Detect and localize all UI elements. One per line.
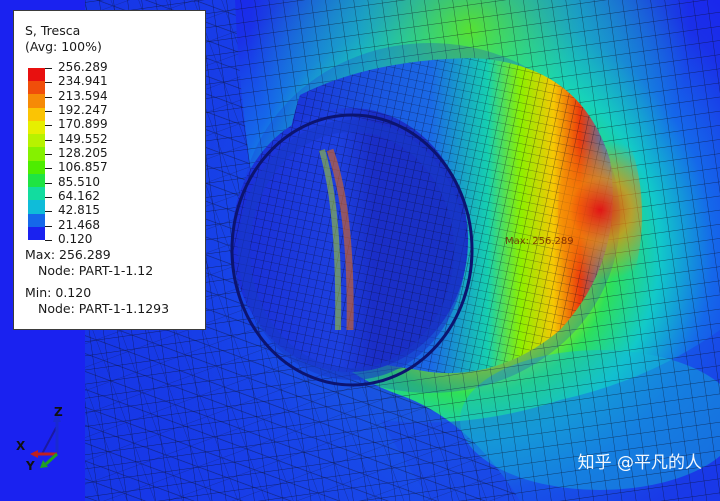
legend-value-label: 192.247	[58, 103, 108, 117]
legend-swatch	[28, 134, 45, 148]
legend-tick	[45, 68, 52, 69]
legend-value-label: 64.162	[58, 189, 100, 203]
legend-tick	[45, 139, 52, 141]
legend-swatch	[28, 226, 45, 241]
legend-swatch	[28, 68, 45, 82]
axis-x-label: X	[16, 439, 26, 453]
legend-swatch	[28, 200, 45, 215]
legend-tick	[45, 240, 52, 241]
legend-tick	[45, 225, 52, 227]
legend-tick	[45, 125, 52, 127]
legend-swatch	[28, 147, 45, 162]
axis-z-label: Z	[54, 405, 63, 419]
legend-tick	[45, 82, 52, 84]
legend-value-label: 149.552	[58, 131, 108, 146]
legend-value-label: 213.594	[58, 88, 108, 103]
cylinder-rim	[230, 113, 474, 387]
legend-value-label: 21.468	[58, 217, 100, 232]
max-value-probe: Max: 256.289	[505, 236, 574, 247]
legend-swatch	[28, 81, 45, 95]
legend-value-label: 106.857	[58, 160, 108, 175]
contour-legend[interactable]: S, Tresca (Avg: 100%) 256.289 234.941 213.…	[13, 10, 206, 330]
legend-value-label: 0.120	[58, 232, 93, 246]
legend-value-label: 42.815	[58, 203, 100, 218]
legend-swatch	[28, 173, 45, 188]
legend-value-label: 256.289	[58, 60, 108, 74]
legend-tick	[45, 197, 52, 198]
legend-value-label: 170.899	[58, 117, 108, 132]
cylinder-hole	[230, 43, 642, 393]
legend-tick	[45, 154, 52, 155]
legend-tick	[45, 168, 52, 170]
legend-swatch	[28, 187, 45, 201]
legend-min-value: Min: 0.120	[25, 285, 92, 300]
triad-arrows-icon	[30, 412, 61, 468]
legend-tick	[45, 182, 52, 184]
legend-swatch	[28, 94, 45, 109]
legend-tick	[45, 111, 52, 112]
legend-tick	[45, 211, 52, 213]
legend-max-value: Max: 256.289	[25, 247, 111, 262]
axis-triad: Z X Y	[12, 402, 72, 477]
axis-y-label: Y	[26, 459, 35, 473]
legend-swatch	[28, 160, 45, 175]
legend-value-label: 128.205	[58, 146, 108, 160]
legend-value-label: 85.510	[58, 174, 100, 189]
legend-tick	[45, 96, 52, 98]
legend-max-node: Node: PART-1-1.12	[38, 263, 154, 278]
legend-value-label: 234.941	[58, 74, 108, 89]
legend-averaging: (Avg: 100%)	[25, 39, 102, 54]
legend-min-node: Node: PART-1-1.1293	[38, 301, 170, 316]
legend-swatch	[28, 120, 45, 135]
legend-color-bar	[28, 68, 52, 241]
legend-swatch	[28, 107, 45, 122]
legend-variable-title: S, Tresca	[25, 23, 81, 38]
watermark-text: 知乎 @平凡的人	[577, 453, 702, 473]
legend-swatch	[28, 213, 45, 228]
